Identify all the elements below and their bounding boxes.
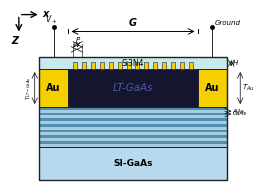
Bar (39, 132, 227, 135)
Bar (100, 62, 104, 69)
Bar (180, 62, 184, 69)
Bar (189, 62, 193, 69)
Text: Si3N4: Si3N4 (122, 59, 144, 68)
Text: LT-GaAs: LT-GaAs (113, 83, 153, 93)
Bar (39, 127, 227, 130)
Bar (39, 135, 227, 138)
Bar (109, 62, 113, 69)
Text: Z: Z (11, 36, 18, 46)
Text: SI-GaAs: SI-GaAs (113, 159, 153, 168)
Text: Au: Au (205, 83, 220, 93)
Bar (39, 130, 227, 132)
Bar (39, 107, 227, 110)
Bar (118, 62, 122, 69)
Bar (39, 57, 227, 69)
Text: $T_{Au}$: $T_{Au}$ (242, 83, 255, 93)
Bar (73, 62, 77, 69)
Bar (127, 62, 131, 69)
Text: Au: Au (46, 83, 61, 93)
Text: $T_{LT-GaAs}$: $T_{LT-GaAs}$ (24, 76, 33, 100)
Text: G: G (129, 19, 137, 29)
Text: GaAs: GaAs (232, 112, 246, 116)
Bar (39, 57, 227, 180)
Bar (144, 62, 148, 69)
Text: P: P (76, 37, 80, 43)
Bar (39, 121, 227, 124)
Bar (135, 62, 139, 69)
Bar (198, 69, 227, 107)
Bar (39, 113, 227, 115)
Bar (39, 115, 227, 118)
Bar (39, 147, 227, 180)
Text: W: W (72, 42, 79, 48)
Bar (39, 110, 227, 113)
Text: Ground: Ground (214, 19, 240, 26)
Bar (153, 62, 157, 69)
Bar (91, 62, 95, 69)
Bar (39, 107, 227, 147)
Text: H: H (233, 60, 238, 66)
Bar (39, 124, 227, 127)
Text: AlAs: AlAs (232, 109, 244, 114)
Bar (39, 141, 227, 144)
Bar (162, 62, 166, 69)
Text: $V_+$: $V_+$ (45, 13, 58, 26)
Bar (82, 62, 86, 69)
Bar (39, 118, 227, 121)
Bar (39, 69, 68, 107)
Text: x: x (43, 9, 49, 19)
Bar (39, 144, 227, 147)
Bar (171, 62, 175, 69)
Bar (39, 138, 227, 141)
Bar (39, 69, 227, 107)
